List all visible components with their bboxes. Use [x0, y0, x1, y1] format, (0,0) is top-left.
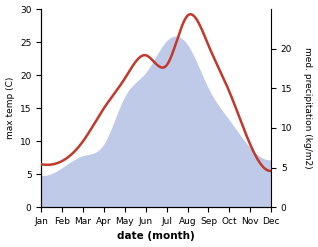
X-axis label: date (month): date (month) [117, 231, 195, 242]
Y-axis label: med. precipitation (kg/m2): med. precipitation (kg/m2) [303, 47, 313, 169]
Y-axis label: max temp (C): max temp (C) [5, 77, 15, 139]
